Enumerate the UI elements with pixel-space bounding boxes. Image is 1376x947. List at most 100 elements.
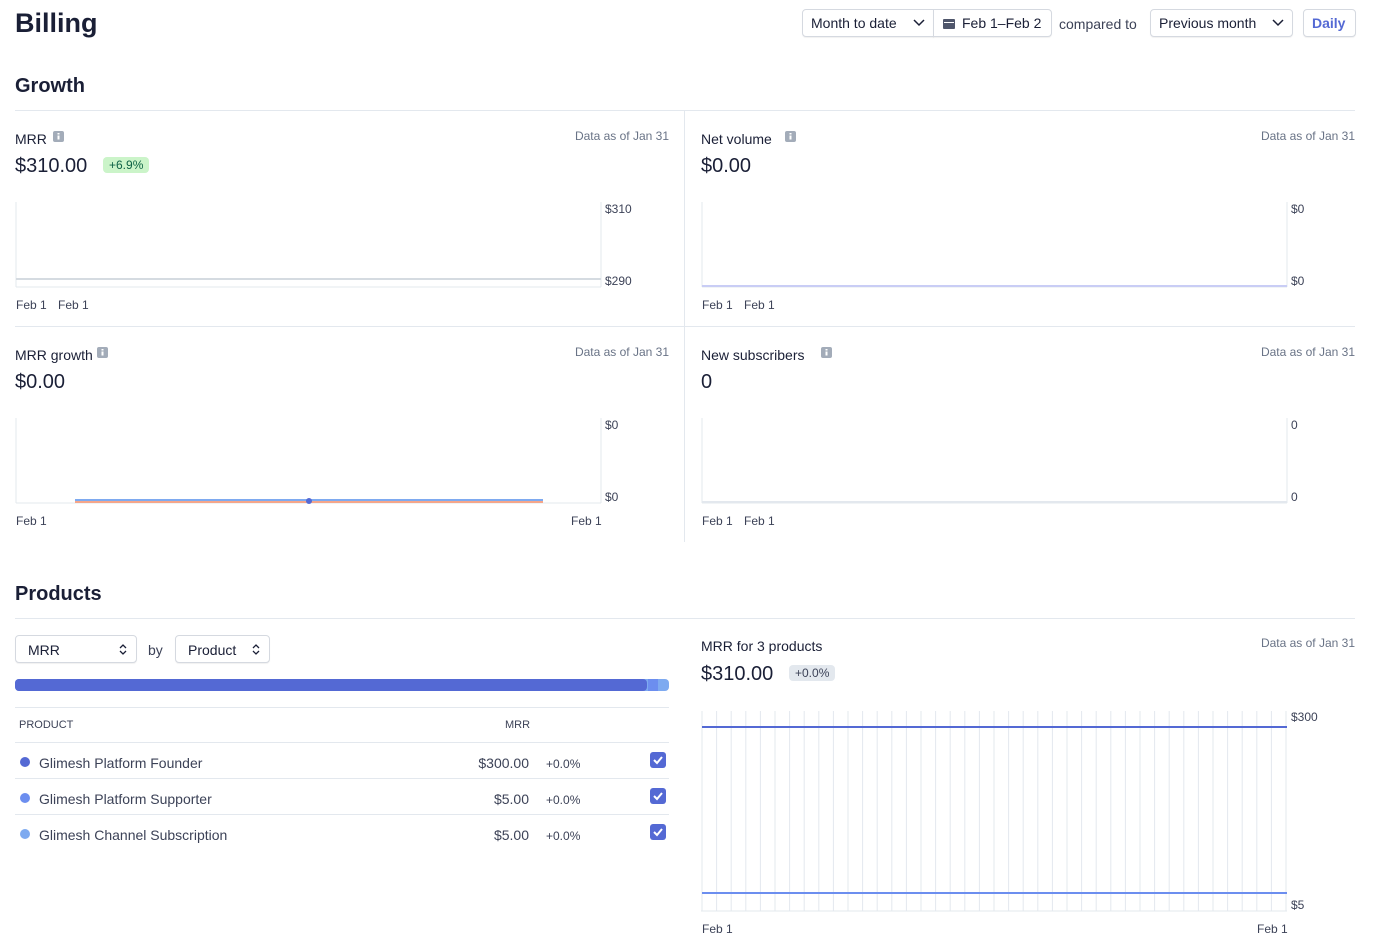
icon-glyph (825, 349, 828, 351)
x-axis-label: Feb 1 (58, 298, 89, 312)
interval-button[interactable]: Daily (1303, 9, 1356, 37)
icon-glyph (789, 133, 792, 135)
comparison-select[interactable]: Previous month (1150, 9, 1293, 37)
data-as-of: Data as of Jan 31 (1260, 345, 1355, 359)
x-axis-label: Feb 1 (702, 922, 733, 936)
metric-chart (15, 418, 602, 504)
y-axis-label: $0 (605, 418, 619, 432)
section-title: Growth (15, 75, 85, 97)
updown-icon (119, 644, 127, 655)
metric-select[interactable]: MRR (15, 635, 137, 663)
range-select[interactable]: Month to date (802, 9, 934, 37)
x-axis-label: Feb 1 (702, 514, 733, 528)
change-badge: +6.9% (103, 157, 150, 173)
share-bar (15, 679, 669, 691)
data-as-of: Data as of Jan 31 (574, 129, 669, 143)
metric-label: MRR growth (15, 347, 93, 363)
product-dot (20, 829, 30, 839)
y-axis-label: $310 (605, 202, 632, 216)
icon-glyph (101, 351, 104, 356)
checkbox-box (650, 824, 666, 840)
product-change: +0.0% (546, 757, 581, 771)
range-text: Month to date (811, 15, 897, 31)
checkmark (653, 792, 663, 801)
icon-glyph (101, 349, 104, 351)
divider (15, 110, 1355, 111)
metric-label: New subscribers (701, 347, 805, 363)
dot (20, 829, 30, 839)
products-chart (701, 711, 1287, 912)
column-header: PRODUCT (19, 719, 74, 731)
chart-label: MRR for 3 products (701, 638, 823, 654)
x-axis-label: Feb 1 (16, 298, 47, 312)
chevron (1272, 19, 1284, 27)
section-title: Products (15, 583, 102, 605)
metric-value: $0.00 (701, 155, 752, 177)
date-range[interactable]: Feb 1–Feb 2 (933, 9, 1052, 37)
page-title: Billing (15, 8, 98, 38)
data-as-of: Data as of Jan 31 (574, 345, 669, 359)
x-axis-label: Feb 1 (702, 298, 733, 312)
x-axis-label: Feb 1 (1257, 922, 1288, 936)
product-checkbox[interactable] (650, 824, 666, 840)
updown-icon (252, 644, 260, 655)
y-axis-label: $0 (605, 490, 619, 504)
metric-chart (15, 202, 602, 288)
metric-value: $0.00 (15, 371, 66, 393)
product-name: Glimesh Platform Supporter (39, 791, 212, 807)
row-divider (15, 778, 669, 779)
metric-label: Net volume (701, 131, 772, 147)
info-icon (821, 347, 832, 358)
y-axis-label: $0 (1291, 202, 1305, 216)
x-axis-label: Feb 1 (571, 514, 602, 528)
product-name: Glimesh Platform Founder (39, 755, 203, 771)
date-text: Feb 1–Feb 2 (962, 15, 1042, 31)
y-axis-label: 0 (1291, 490, 1298, 504)
y-axis-label: $0 (1291, 274, 1305, 288)
data-as-of: Data as of Jan 31 (1260, 636, 1355, 650)
x-axis-label: Feb 1 (744, 514, 775, 528)
group-text: Product (188, 642, 237, 658)
column-header: MRR (505, 719, 531, 731)
chart-value: $310.00 (701, 663, 774, 685)
compared-label: compared to (1059, 16, 1137, 32)
product-name: Glimesh Channel Subscription (39, 827, 228, 843)
interval-text: Daily (1312, 15, 1346, 31)
product-dot (20, 757, 30, 767)
checkbox-box (650, 752, 666, 768)
by-label: by (148, 642, 163, 658)
metric-chart (701, 202, 1288, 288)
product-mrr: $300.00 (478, 755, 529, 771)
chevron (913, 19, 925, 27)
y-axis-label: $290 (605, 274, 632, 288)
row-divider (15, 742, 669, 743)
series-point (306, 498, 312, 504)
dot (20, 757, 30, 767)
product-dot (20, 793, 30, 803)
row-divider (15, 814, 669, 815)
info-icon (785, 131, 796, 142)
metric-value: $310.00 (15, 155, 88, 177)
y-axis-label: $5 (1291, 898, 1305, 912)
icon-glyph (825, 351, 828, 356)
y-axis-label: $300 (1291, 710, 1318, 724)
checkmark (653, 756, 663, 765)
calendar-icon (943, 19, 955, 29)
info-icon (97, 347, 108, 358)
divider (15, 707, 669, 708)
change-badge: +0.0% (789, 665, 836, 681)
divider (15, 618, 1355, 619)
checkmark (653, 828, 663, 837)
info-icon (53, 131, 64, 142)
group-select[interactable]: Product (175, 635, 270, 663)
product-checkbox[interactable] (650, 752, 666, 768)
divider (15, 326, 1355, 327)
dot (20, 793, 30, 803)
metric-text: MRR (28, 642, 60, 658)
metric-chart (701, 418, 1288, 504)
checkbox-box (650, 788, 666, 804)
y-axis-label: 0 (1291, 418, 1298, 432)
icon-glyph (57, 133, 60, 135)
product-checkbox[interactable] (650, 788, 666, 804)
x-axis-label: Feb 1 (16, 514, 47, 528)
